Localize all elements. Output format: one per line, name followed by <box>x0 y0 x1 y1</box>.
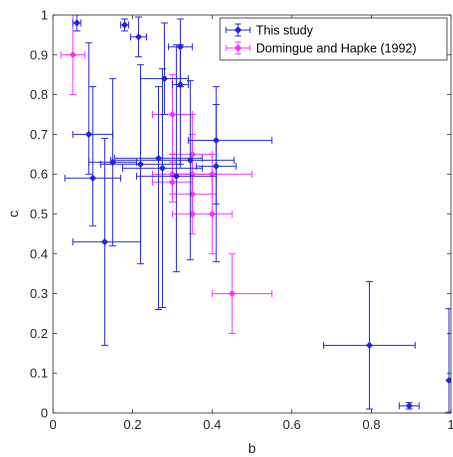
data-point <box>60 15 86 96</box>
legend-box <box>219 17 448 61</box>
data-point <box>211 253 273 334</box>
legend-label-domingue-hapke: Domingue and Hapke (1992) <box>256 42 417 56</box>
data-point-marker <box>176 81 184 89</box>
data-point <box>72 137 142 346</box>
x-tick-label: 0.6 <box>283 417 301 432</box>
legend: This study Domingue and Hapke (1992) <box>219 17 448 61</box>
plot-clipped-region <box>60 15 451 413</box>
data-point <box>130 16 148 58</box>
y-tick-label: 1 <box>41 8 48 23</box>
x-tick-label: 1 <box>447 417 453 432</box>
data-point <box>191 173 233 255</box>
data-point <box>100 64 181 265</box>
y-tick-label: 0.1 <box>30 366 48 381</box>
y-tick-label: 0 <box>41 406 48 421</box>
legend-diamond <box>234 26 242 34</box>
y-tick-label: 0.9 <box>30 47 48 62</box>
data-point-marker <box>445 376 451 384</box>
y-tick-label: 0.3 <box>30 286 48 301</box>
data-point <box>72 15 82 32</box>
data-point <box>64 86 122 227</box>
data-point <box>398 402 420 410</box>
y-tick-label: 0.4 <box>30 246 48 261</box>
data-point-marker <box>73 19 81 27</box>
data-point-marker <box>101 238 109 246</box>
data-point-marker <box>69 51 77 59</box>
x-tick-label: 0.4 <box>203 417 221 432</box>
y-tick-label: 0.8 <box>30 87 48 102</box>
legend-marker-this-study <box>225 23 251 37</box>
x-tick-label: 0 <box>49 417 56 432</box>
data-point-marker <box>121 21 129 29</box>
x-tick-label: 0.2 <box>124 417 142 432</box>
data-point <box>136 44 217 273</box>
x-axis-label: b <box>248 440 256 456</box>
data-point-marker <box>85 130 93 138</box>
data-point-marker <box>168 178 176 186</box>
data-point-marker <box>172 172 180 180</box>
data-point-marker <box>212 162 220 170</box>
data-point <box>120 18 130 32</box>
legend-marker-domingue-hapke <box>225 41 251 55</box>
plot-area <box>60 15 451 413</box>
data-point-marker <box>365 341 373 349</box>
y-tick-label: 0.5 <box>30 207 48 222</box>
data-point <box>323 281 416 410</box>
y-tick-label: 0.2 <box>30 326 48 341</box>
data-point-marker <box>135 33 143 41</box>
x-tick-label: 0.8 <box>362 417 380 432</box>
y-axis-label: c <box>5 211 21 218</box>
data-point-marker <box>208 210 216 218</box>
data-point-marker <box>186 156 194 164</box>
data-point-marker <box>228 290 236 298</box>
data-point <box>122 68 203 309</box>
data-point-marker <box>136 160 145 168</box>
data-point <box>110 80 235 261</box>
data-point-marker <box>89 174 97 182</box>
data-point <box>445 308 451 413</box>
y-tick-label: 0.7 <box>30 127 48 142</box>
data-point-marker <box>405 402 413 410</box>
y-tick-label: 0.6 <box>30 167 48 182</box>
data-point-marker <box>158 164 167 172</box>
legend-label-this-study: This study <box>256 24 314 38</box>
axes: 0 0.2 0.4 0.6 0.8 1 0 0.1 0.2 0.3 0.4 0.5 0.6 0.7 0.8 0… <box>30 8 453 433</box>
series-this-study <box>64 15 451 413</box>
data-point-marker <box>168 110 176 119</box>
legend-diamond <box>234 44 242 52</box>
